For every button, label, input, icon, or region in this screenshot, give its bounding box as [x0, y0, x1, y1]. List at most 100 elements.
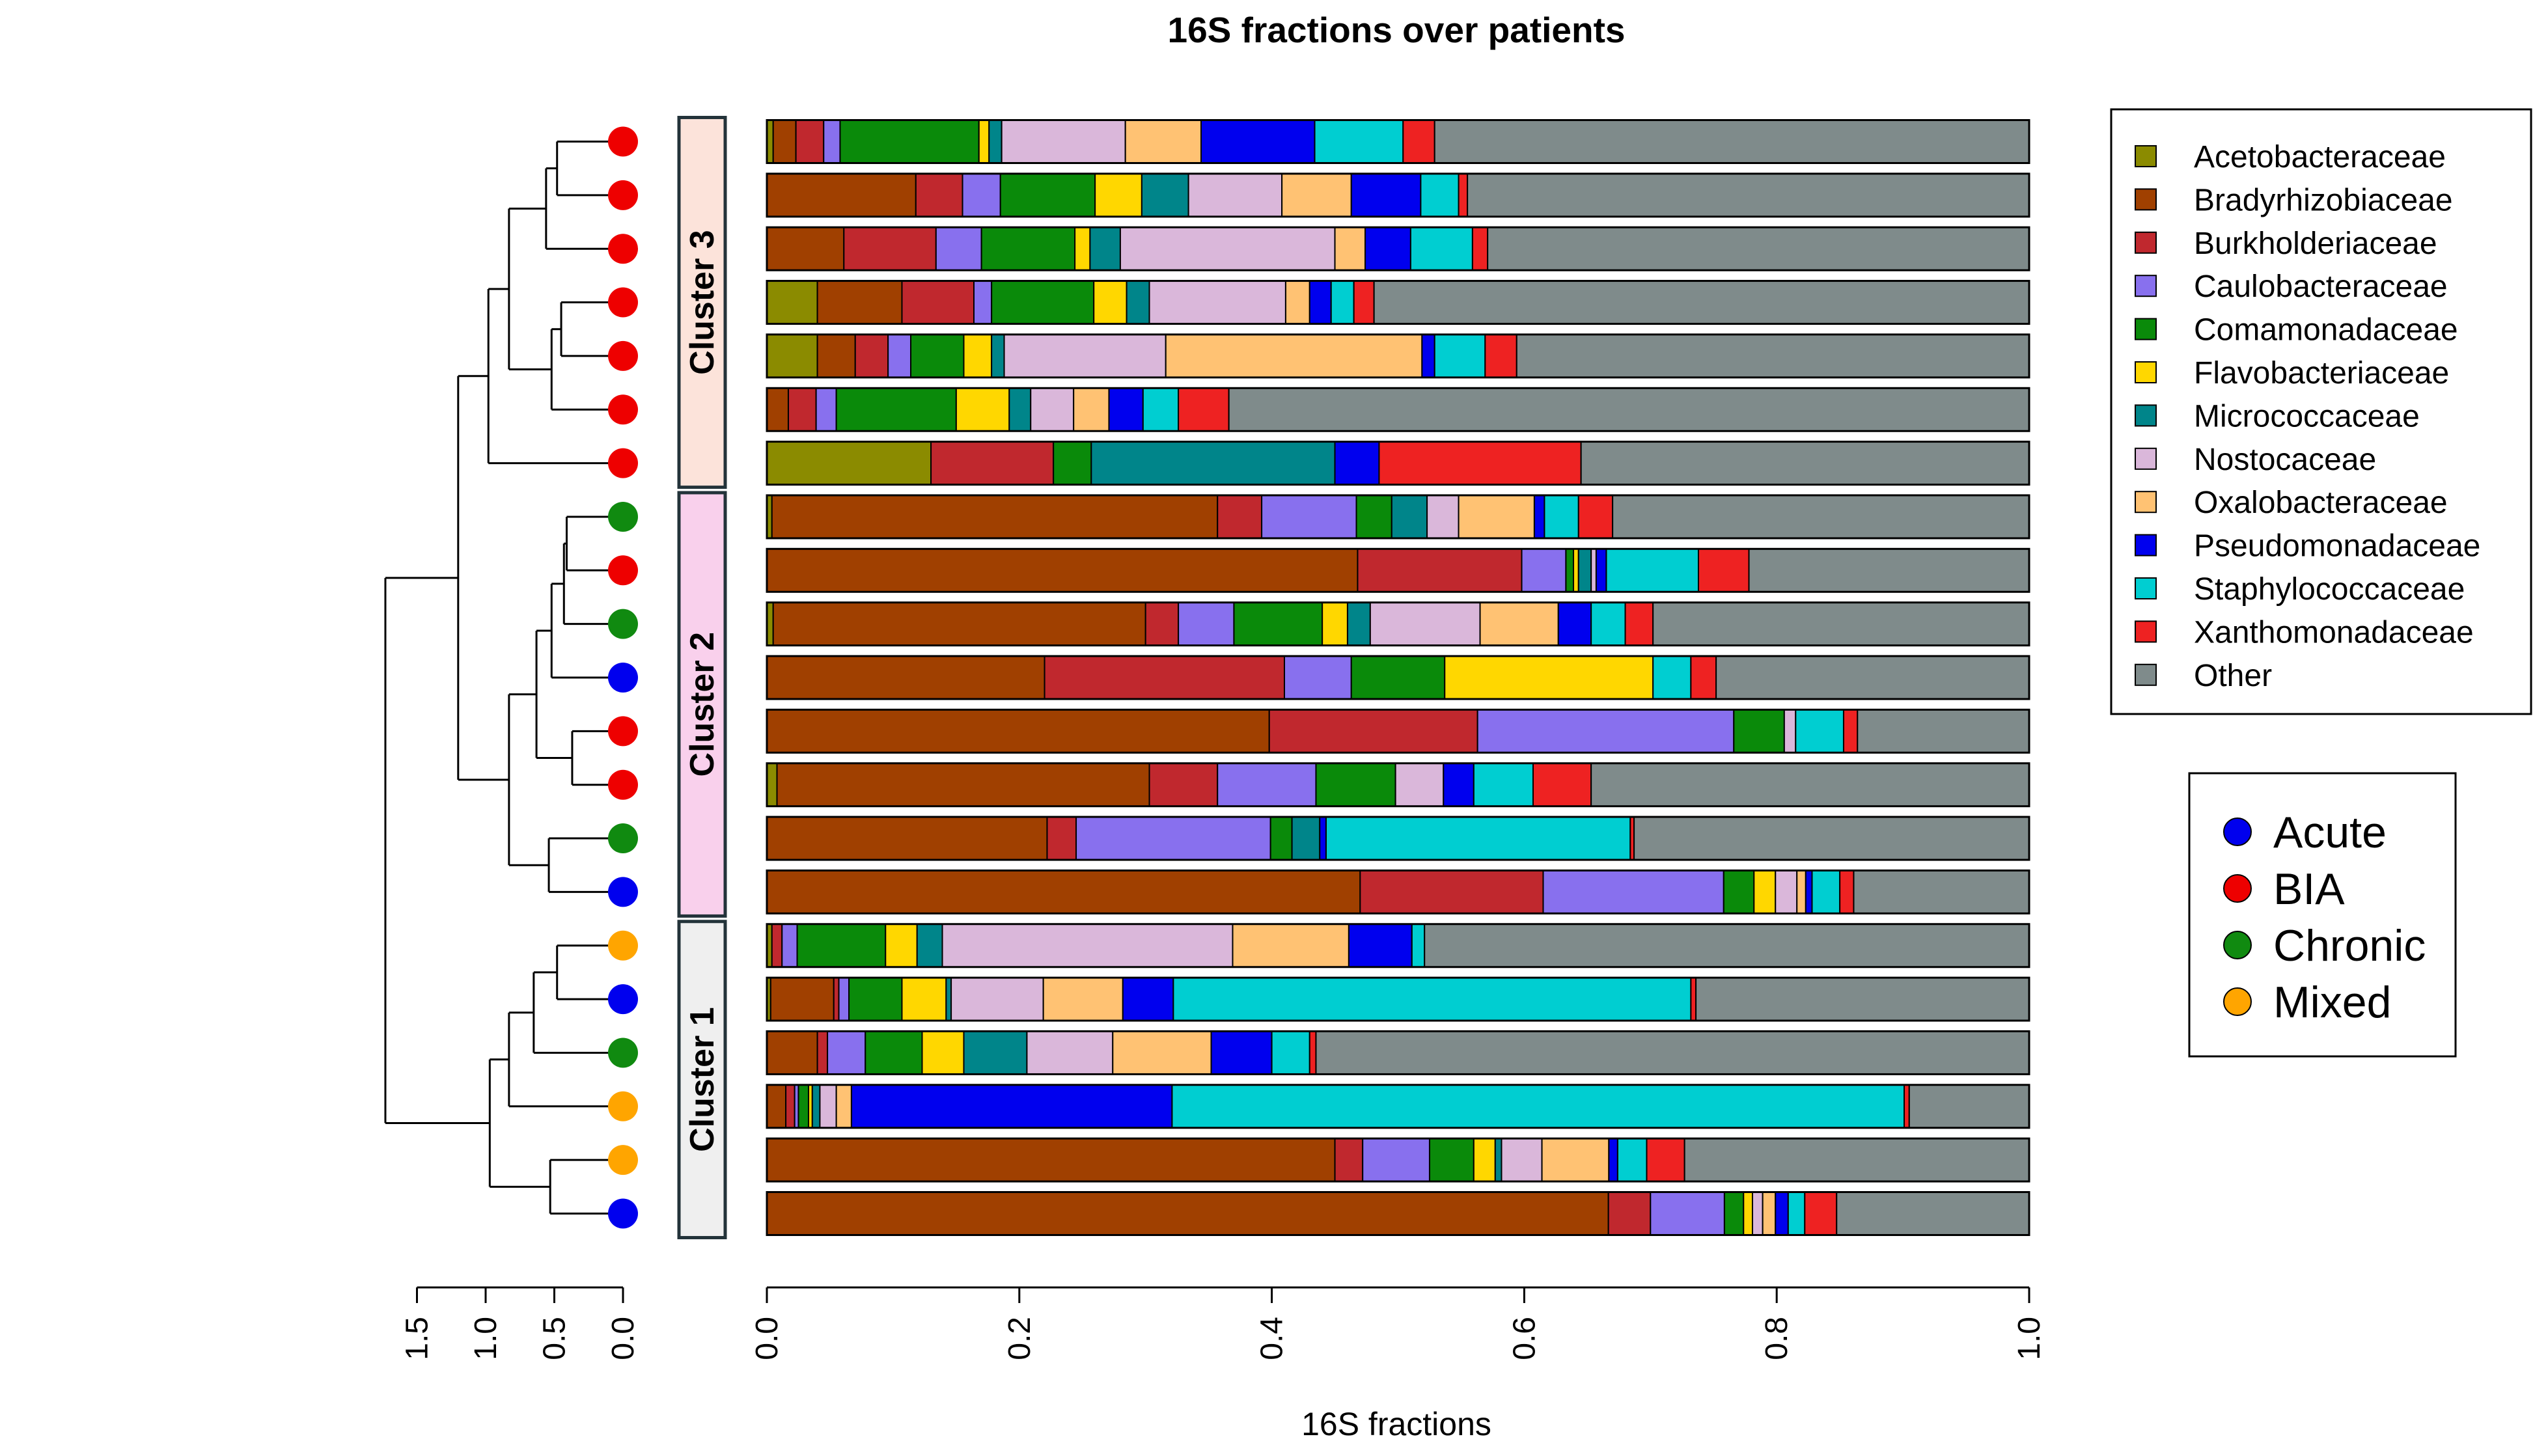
bar-segment-pseudomonadaceae [1595, 548, 1607, 593]
bar-segment-flavobacteriaceae [901, 977, 947, 1022]
bar-segment-staphylococcaceae [1652, 655, 1692, 700]
bar-segment-micrococcaceae [916, 923, 943, 968]
bar-segment-bradyrhizobiaceae [816, 280, 903, 325]
legend2-label: Acute [2273, 808, 2387, 857]
bar-segment-staphylococcaceae [1616, 1138, 1648, 1183]
legend-box [2110, 108, 2532, 715]
bar-segment-bradyrhizobiaceae [766, 227, 845, 271]
bar-segment-bradyrhizobiaceae [766, 870, 1361, 914]
bar-segment-micrococcaceae [988, 119, 1003, 164]
legend2-dot [2223, 874, 2252, 903]
bar-segment-oxalobacteraceae [1073, 387, 1110, 432]
group-dot-bia [608, 126, 638, 157]
bar-segment-flavobacteriaceae [1753, 870, 1777, 914]
bar-segment-other [1857, 709, 2030, 754]
legend2-dot [2223, 931, 2252, 959]
bar-segment-xanthomonadaceae [1484, 333, 1517, 378]
bar-segment-flavobacteriaceae [1743, 1191, 1753, 1236]
bar-segment-comamonadaceae [839, 119, 980, 164]
bar-segment-staphylococcaceae [1171, 1084, 1905, 1129]
group-dot-chronic [608, 823, 638, 854]
bar-segment-bradyrhizobiaceae [766, 1138, 1336, 1183]
bar-segment-burkholderiaceae [771, 923, 783, 968]
legend2-label: BIA [2273, 864, 2345, 914]
bar-segment-flavobacteriaceae [1473, 1138, 1496, 1183]
bar-segment-bradyrhizobiaceae [766, 1191, 1609, 1236]
legend-label: Caulobacteraceae [2194, 269, 2448, 304]
bar-segment-other [1467, 172, 2030, 217]
bar-segment-staphylococcaceae [1172, 977, 1692, 1022]
bar-segment-micrococcaceae [1291, 816, 1321, 861]
bar-segment-caulobacteraceae [1476, 709, 1735, 754]
bar-segment-staphylococcaceae [1409, 227, 1473, 271]
group-dot-bia [608, 287, 638, 318]
dendrogram-tick-label: 1.5 [400, 1317, 435, 1360]
group-dot-acute [608, 877, 638, 907]
legend-label: Xanthomonadaceae [2194, 615, 2474, 650]
bar-segment-burkholderiaceae [1334, 1138, 1364, 1183]
bar-segment-micrococcaceae [1577, 548, 1592, 593]
legend-label: Burkholderiaceae [2194, 227, 2437, 261]
x-tick-label: 0.0 [750, 1317, 784, 1360]
bar-segment-oxalobacteraceae [1796, 870, 1807, 914]
bar-segment-pseudomonadaceae [1122, 977, 1174, 1022]
bar-segment-bradyrhizobiaceae [766, 655, 1046, 700]
bar-segment-pseudomonadaceae [1557, 601, 1592, 646]
group-dot-bia [608, 340, 638, 371]
bar-segment-caulobacteraceae [1542, 870, 1724, 914]
bar-segment-comamonadaceae [1350, 655, 1446, 700]
chart-title: 16S fractions over patients [1167, 10, 1625, 50]
bar-segment-oxalobacteraceae [1124, 119, 1202, 164]
bar-outline [766, 976, 2030, 1022]
bar-segment-other [1516, 333, 2030, 378]
bar-segment-comamonadaceae [1723, 1191, 1745, 1236]
bar-segment-caulobacteraceae [781, 923, 798, 968]
bar-segment-micrococcaceae [1089, 227, 1121, 271]
bar-outline [766, 655, 2030, 700]
legend-swatch [2135, 663, 2157, 686]
bar-segment-oxalobacteraceae [1458, 494, 1535, 539]
bar-segment-oxalobacteraceae [1165, 333, 1423, 378]
bar-outline [766, 601, 2030, 647]
bar-segment-burkholderiaceae [915, 172, 963, 217]
legend-label: Staphylococcaceae [2194, 572, 2465, 607]
bar-segment-comamonadaceae [980, 227, 1076, 271]
bar-segment-nostocaceae [1775, 870, 1798, 914]
legend2-dot [2223, 817, 2252, 846]
legend-swatch [2135, 188, 2157, 211]
bar-segment-flavobacteriaceae [1093, 280, 1128, 325]
bar-segment-comamonadaceae [797, 1084, 809, 1129]
bar-outline [766, 333, 2030, 379]
bar-segment-other [1580, 441, 2030, 486]
bar-segment-nostocaceae [819, 1084, 837, 1129]
group-dot-bia [608, 234, 638, 264]
bar-segment-caulobacteraceae [1075, 816, 1271, 861]
bar-segment-nostocaceae [1001, 119, 1126, 164]
bar-segment-staphylococcaceae [1142, 387, 1180, 432]
x-tick-label: 0.2 [1003, 1317, 1037, 1360]
bar-segment-micrococcaceae [1008, 387, 1032, 432]
bar-segment-caulobacteraceae [962, 172, 1001, 217]
bar-segment-nostocaceae [1119, 227, 1336, 271]
bar-segment-nostocaceae [1751, 1191, 1764, 1236]
group-dot-bia [608, 769, 638, 800]
bar-outline [766, 816, 2030, 861]
legend-label: Flavobacteriaceae [2194, 356, 2449, 391]
bar-outline [766, 1030, 2030, 1075]
bar-segment-caulobacteraceae [1362, 1138, 1430, 1183]
bar-segment-staphylococcaceae [1590, 601, 1626, 646]
bar-segment-nostocaceae [1148, 280, 1286, 325]
group-dot-mixed [608, 1145, 638, 1175]
bar-segment-comamonadaceae [910, 333, 965, 378]
bar-segment-bradyrhizobiaceae [766, 172, 917, 217]
family-legend: Acetobacteraceae Bradyrhizobiaceae Burkhol… [2110, 108, 2532, 715]
cluster-label: Cluster 1 [684, 1007, 721, 1152]
group-dot-bia [608, 180, 638, 210]
bar-segment-pseudomonadaceae [1334, 441, 1380, 486]
bar-segment-flavobacteriaceae [978, 119, 990, 164]
legend-label: Micrococcaceae [2194, 399, 2420, 433]
bar-segment-xanthomonadaceae [1842, 709, 1859, 754]
bar-segment-micrococcaceae [945, 977, 952, 1022]
bar-segment-oxalobacteraceae [1334, 227, 1366, 271]
bar-segment-oxalobacteraceae [1541, 1138, 1610, 1183]
